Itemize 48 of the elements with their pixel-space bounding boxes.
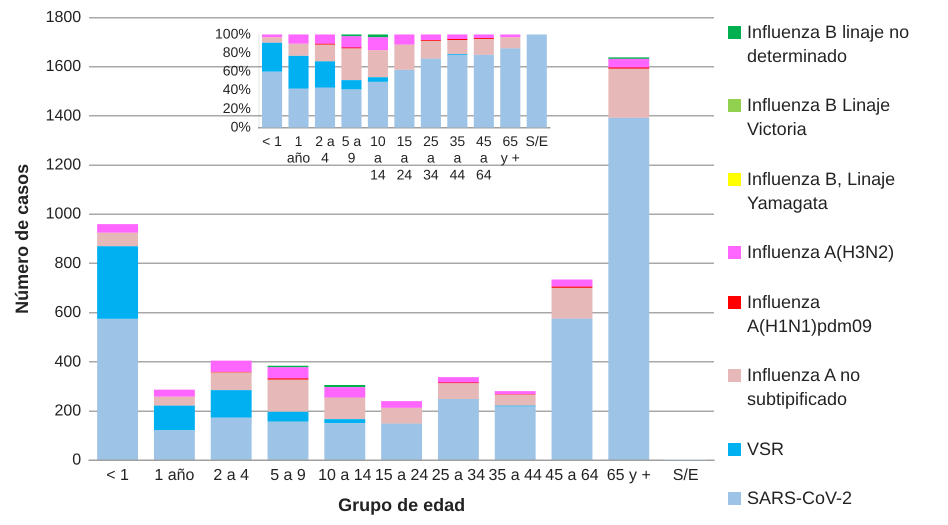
x-tick-label: 10 a 14	[370, 132, 386, 182]
x-tick-label: 5 a 9	[342, 132, 362, 166]
x-tick-label: 35 a 44	[488, 467, 542, 484]
x-tick-label: S/E	[672, 467, 698, 484]
x-tick-label: 5 a 9	[270, 467, 306, 484]
x-tick-label: 35 a 44	[450, 132, 466, 182]
legend-label: Influenza B, Linaje Yamagata	[747, 168, 896, 215]
x-tick-label: 65 y +	[606, 467, 651, 484]
y-tick-label: 100%	[214, 25, 251, 42]
x-axis-title: Grupo de edad	[338, 495, 466, 516]
y-tick-label: 1400	[46, 107, 82, 124]
y-tick-label: 800	[54, 254, 82, 272]
x-tick-label: S/E	[525, 132, 548, 149]
x-tick-label: < 1	[106, 467, 130, 484]
x-tick-label: 25 a 34	[423, 132, 439, 182]
legend-label: SARS-CoV-2	[747, 486, 852, 510]
y-tick-label: 0	[72, 452, 82, 469]
y-tick-label: 1000	[46, 206, 82, 223]
x-tick-label: 45 a 64	[545, 467, 599, 484]
x-tick-label: 2 a 4	[213, 467, 250, 484]
y-tick-label: 200	[54, 402, 82, 420]
legend-label: Influenza B Linaje Victoria	[747, 94, 892, 142]
x-tick-label: 1 año	[154, 467, 195, 484]
y-tick-label: 60%	[222, 62, 251, 79]
x-tick-label: < 1	[262, 132, 282, 149]
y-tick-label: 0%	[230, 118, 251, 134]
y-tick-label: 80%	[222, 44, 251, 60]
y-tick-label: 600	[54, 304, 82, 322]
x-tick-label: 25 a 34	[432, 467, 486, 484]
x-tick-label: 65 y +	[500, 132, 520, 166]
legend-label: Influenza B linaje no determinado	[747, 21, 910, 68]
x-tick-label: 1 año	[286, 132, 310, 166]
x-tick-label: 2 a 4	[315, 132, 335, 166]
x-tick-label: 10 a 14	[318, 467, 372, 484]
x-tick-label: 15 a 24	[374, 467, 428, 484]
x-tick-label: 15 a 24	[396, 132, 412, 182]
legend-label: Influenza A no subtipificado	[747, 364, 862, 412]
legend-label: Influenza A(H1N1)pdm09	[747, 290, 874, 338]
x-tick-label: 45 a 64	[476, 132, 492, 182]
y-tick-label: 1800	[46, 9, 82, 26]
legend-label: Influenza A(H3N2)	[747, 241, 894, 264]
y-tick-label: 1200	[46, 156, 82, 174]
y-axis-title: Número de casos	[12, 164, 32, 314]
y-tick-label: 20%	[222, 100, 251, 116]
y-tick-label: 40%	[222, 81, 251, 98]
y-tick-label: 1600	[46, 58, 82, 76]
legend-label: VSR	[747, 438, 784, 461]
y-tick-label: 400	[54, 353, 82, 370]
